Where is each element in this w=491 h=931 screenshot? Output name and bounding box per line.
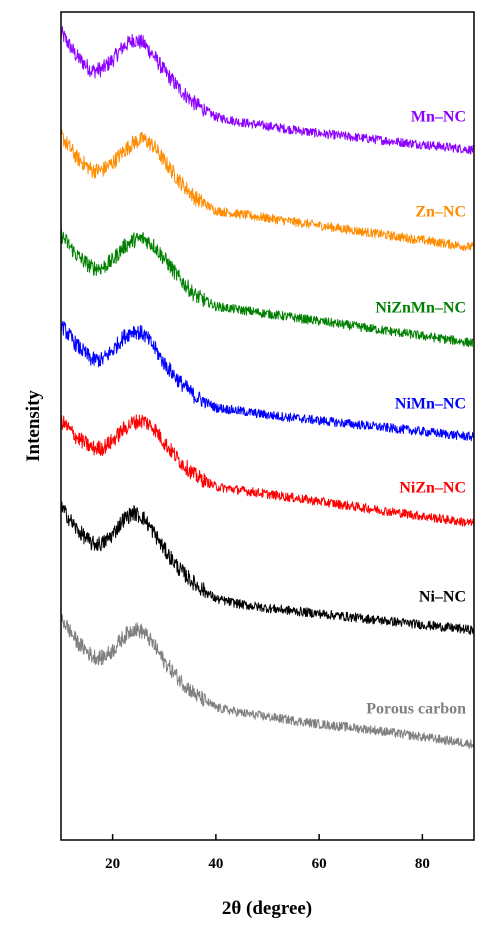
series-line — [60, 227, 475, 348]
x-axis-title: 2θ (degree) — [222, 898, 312, 919]
series-label: Zn–NC — [415, 204, 466, 221]
series-label: NiZnMn–NC — [375, 299, 466, 316]
series-line — [60, 610, 475, 749]
plot-frame — [60, 11, 475, 841]
series-line — [60, 414, 475, 528]
x-tick-label: 60 — [312, 856, 327, 872]
series-label: Porous carbon — [366, 701, 466, 718]
x-axis-ticks: 20 40 60 80 — [105, 834, 430, 872]
x-tick-label: 40 — [208, 856, 223, 872]
x-tick-label: 80 — [415, 856, 430, 872]
series-line — [60, 320, 475, 442]
series-label: Mn–NC — [411, 108, 466, 125]
series-line — [60, 501, 475, 635]
y-axis-title: Intensity — [23, 390, 44, 462]
series-curves — [60, 26, 475, 749]
x-tick-label: 20 — [105, 856, 120, 872]
series-label: Ni–NC — [419, 589, 466, 606]
series-line — [60, 26, 475, 155]
series-label: NiZn–NC — [399, 480, 466, 497]
series-line — [60, 128, 475, 252]
series-labels: Mn–NC Zn–NC NiZnMn–NC NiMn–NC NiZn–NC Ni–NC Po… — [366, 108, 466, 717]
series-label: NiMn–NC — [395, 395, 466, 412]
